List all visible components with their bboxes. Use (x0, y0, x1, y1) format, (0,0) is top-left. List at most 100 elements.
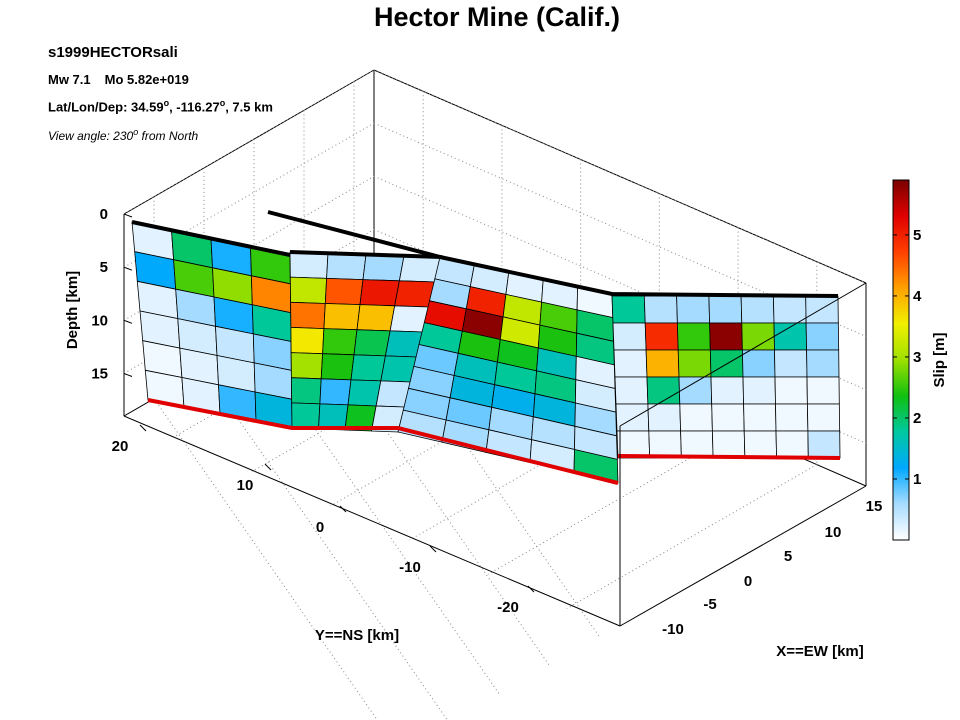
location-lon: , -116.27 (169, 99, 220, 115)
slip-cell (805, 295, 839, 324)
slip-cell (679, 403, 713, 432)
ns-tick-label: -20 (497, 599, 519, 616)
slip-cell (646, 376, 681, 405)
slip-cell (347, 379, 382, 407)
slip-cell (615, 403, 650, 432)
slip-cell (648, 430, 682, 459)
bottom-trace (147, 398, 619, 485)
tick-mark (123, 266, 133, 271)
view-angle-value: View angle: 230 (48, 129, 134, 143)
slip-cell (362, 254, 405, 282)
slip-cell (645, 349, 680, 378)
colorbar-tick-label: 2 (913, 410, 921, 427)
slip-cell (356, 304, 396, 332)
surface-trace (131, 220, 291, 257)
ew-tick-label: -5 (703, 596, 716, 613)
slip-cell (614, 376, 649, 405)
slip-cell (676, 295, 711, 324)
ns-tick-label: 0 (316, 519, 324, 536)
slip-cell (806, 403, 841, 432)
axes-edge (619, 282, 867, 427)
depth-tick-label: 15 (91, 365, 108, 382)
slip-cell (711, 430, 746, 459)
slip-cell (322, 328, 358, 356)
depth-tick-label: 10 (91, 312, 108, 329)
slip-cell (741, 349, 776, 378)
magnitude-value: Mw 7.1 (48, 72, 91, 87)
axis-labels: Depth [km] Y==NS [km] X==EW [km] (64, 271, 864, 660)
ns-tick-label: -10 (399, 559, 421, 576)
fault-traces (131, 210, 841, 485)
slip-cell (290, 326, 325, 355)
tick-mark (429, 545, 437, 553)
slip-cell (612, 322, 647, 351)
slip-cell (613, 349, 648, 378)
slip-cell (290, 352, 324, 380)
colorbar-tick-label: 3 (913, 349, 921, 366)
colorbar-label: Slip [m] (931, 332, 948, 387)
grid-line (566, 464, 818, 610)
slip-cell (676, 322, 711, 351)
tick-mark (339, 505, 347, 513)
y-axis-label: Y==NS [km] (315, 627, 399, 644)
slip-cell (742, 376, 776, 405)
degree-mark: o (133, 127, 139, 137)
segment-4 (611, 295, 841, 459)
z-axis-label: Depth [km] (64, 271, 81, 349)
tick-mark (123, 213, 133, 218)
grid-line (373, 122, 867, 337)
grid-line (153, 398, 378, 720)
slip-cell (743, 403, 777, 432)
slip-cell (323, 303, 361, 331)
grid-line (373, 69, 867, 284)
slip-cell (350, 354, 386, 382)
slip-cell (289, 276, 328, 304)
surface-trace (267, 210, 839, 298)
segment-2 (289, 251, 443, 433)
tick-mark (123, 373, 133, 377)
degree-mark: o (219, 98, 226, 108)
slip-cell (807, 430, 841, 459)
axis-ticks: 0 5 10 15 20 10 0 -10 -20 15 10 5 0 -5 -10 (91, 206, 882, 638)
slip-cell (643, 295, 678, 324)
axes-edge (619, 485, 867, 627)
slip-cell (775, 403, 809, 432)
location-depth: , 7.5 km (225, 99, 273, 115)
axes-edge (123, 415, 621, 627)
fault-segments (131, 221, 841, 484)
bottom-trace (617, 454, 841, 460)
slip-cell (290, 301, 326, 330)
slip-cell (289, 251, 329, 279)
chart-title: Hector Mine (Calif.) (373, 2, 621, 32)
tick-mark (527, 585, 535, 593)
slip-cell (353, 329, 391, 357)
colorbar-tick-label: 5 (913, 227, 921, 244)
depth-tick-label: 5 (100, 259, 108, 276)
colorbar-scale (892, 179, 910, 541)
magnitude-line: Mw 7.1 Mo 5.82e+019 (48, 72, 189, 87)
ew-tick-label: 0 (744, 573, 752, 590)
slip-cell (708, 295, 743, 324)
view-angle-line: View angle: 230o from North (48, 127, 198, 143)
slip-cell (775, 430, 809, 459)
colorbar-tick-label: 1 (913, 471, 921, 488)
slip-cell (680, 430, 714, 459)
slip-cell (678, 376, 713, 405)
grid-line (123, 69, 375, 215)
grid-line (373, 175, 867, 391)
view-angle-suffix: from North (138, 129, 199, 143)
slip-cell (611, 295, 646, 324)
slip-cell (806, 349, 840, 378)
tick-mark (139, 424, 147, 432)
slip-cell (326, 252, 367, 281)
slip-cell (644, 322, 679, 351)
ew-tick-label: 15 (866, 498, 883, 515)
slip-cell (290, 377, 322, 405)
slip-cell (774, 376, 808, 405)
x-axis-label: X==EW [km] (776, 643, 864, 660)
slip-cell (774, 349, 808, 378)
colorbar: 1 2 3 4 5 Slip [m] (892, 179, 948, 541)
slip-cell (805, 322, 840, 351)
